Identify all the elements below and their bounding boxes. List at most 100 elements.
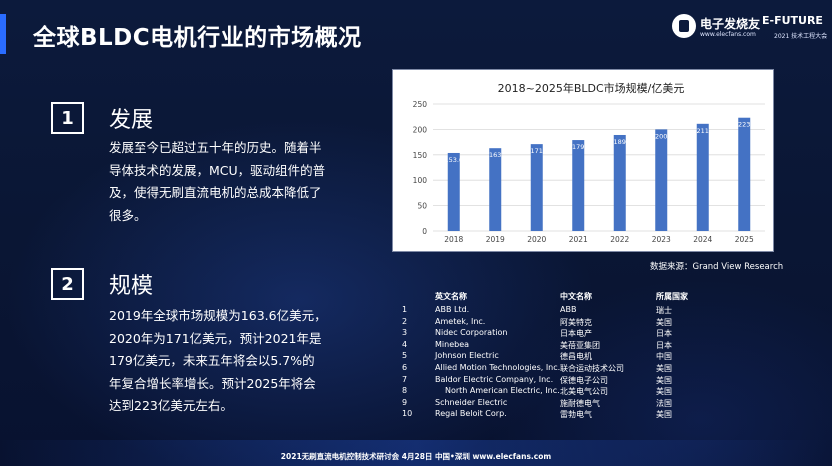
table-cell-chinese-name: 施耐德电气 [560,398,600,408]
table-cell-index: 4 [402,339,408,349]
table-cell-english-name: Minebea [435,339,470,349]
table-cell-chinese-name: 德昌电机 [560,352,592,362]
table-cell-chinese-name: 北美电气公司 [560,387,608,397]
section-2-line: 2019年全球市场规模为163.6亿美元， [109,308,327,323]
chart-y-tick-label: 200 [413,125,428,134]
section-2-number-box: 2 [51,268,84,300]
data-source-note: 数据来源：Grand View Research [650,262,784,272]
elecfans-logo-icon [672,14,696,38]
chart-bar [530,144,543,231]
table-header-country: 所属国家 [656,292,688,301]
section-1-line: 导体技术的发展，MCU，驱动组件的普 [109,162,326,178]
section-1-line: 发展至今已超过五十年的历史。随着半 [109,140,322,155]
section-2-line: 179亿美元，未来五年将会以5.7%的 [109,353,315,368]
section-2-line: 2020年为171亿美元，预计2021年是 [109,330,322,346]
table-cell-english-name: Johnson Electric [435,351,499,361]
chart-bar [655,129,668,231]
chart-bar [489,148,502,231]
table-cell-index: 1 [402,305,408,314]
chart-bar [613,134,626,231]
chart-bar [696,123,709,231]
section-1-number-box: 1 [51,102,84,134]
section-2-line: 达到223亿美元左右。 [109,398,233,413]
chart-data-label: 153.6 [444,156,463,164]
table-cell-country: 美国 [656,410,672,420]
table-cell-index: 5 [402,351,408,361]
table-cell-index: 8 [402,386,408,396]
table-cell-index: 10 [402,409,413,419]
table-cell-english-name: North American Electric, Inc. [445,386,560,396]
chart-x-tick-label: 2023 [652,235,671,244]
table-cell-chinese-name: ABB [560,305,577,314]
table-cell-index: 6 [402,363,408,372]
chart-data-label: 171 [531,147,543,155]
slide-title: 全球BLDC电机行业的市场概况 [33,25,362,51]
table-cell-english-name: Allied Motion Technologies, Inc. [435,363,561,372]
table-cell-english-name: Nidec Corporation [435,328,508,338]
section-2-heading: 规模 [109,274,154,299]
chart-y-tick-label: 250 [413,100,428,109]
table-cell-english-name: Ametek, Inc. [435,316,486,326]
table-cell-chinese-name: 美蓓亚集团 [560,340,600,350]
chart-data-label: 223 [738,121,750,129]
chart-data-label: 189 [614,138,626,146]
chart-bar [572,140,585,231]
table-cell-country: 中国 [656,352,672,362]
table-header-cn: 中文名称 [560,292,592,301]
table-cell-chinese-name: 联合运动技术公司 [560,364,624,373]
table-cell-index: 2 [402,316,408,326]
table-cell-country: 美国 [656,375,672,385]
table-cell-index: 7 [402,374,408,384]
market-size-chart: 2018~2025年BLDC市场规模/亿美元 0 50 100 150 200 250 153… [392,69,774,252]
table-header-en: 英文名称 [435,292,467,301]
table-cell-chinese-name: 日本电产 [560,329,592,339]
chart-x-tick-label: 2018 [444,235,463,244]
chart-bar [447,152,460,231]
efuture-logo-name: E-FUTURE [762,14,823,27]
chart-data-label: 163 [489,151,501,159]
chart-x-tick-label: 2024 [693,235,712,244]
table-cell-english-name: Baldor Electric Company, Inc. [435,374,554,384]
chart-bar [738,117,751,231]
efuture-logo-subtitle: 2021 技术工程大会 [774,33,828,40]
elecfans-logo-url: www.elecfans.com [700,31,756,38]
chart-x-tick-label: 2021 [569,235,588,244]
elecfans-logo: 电子发烧友 www.elecfans.com [672,12,762,42]
title-accent-bar [0,14,6,54]
chart-svg: 2018~2025年BLDC市场规模/亿美元 0 50 100 150 200 250 153… [413,81,765,244]
table-cell-country: 法国 [656,398,672,408]
table-cell-chinese-name: 阿美特克 [560,317,592,327]
efuture-logo: E-FUTURE 2021 技术工程大会 [762,12,830,42]
section-1-heading: 发展 [109,108,154,133]
chart-data-label: 211 [697,127,709,135]
table-cell-english-name: Regal Beloit Corp. [435,409,507,419]
table-cell-country: 日本 [656,329,672,339]
footer-text: 2021无刷直流电机控制技术研讨会 4月28日 中国•深圳 www.elecfa… [280,452,552,461]
chart-title: 2018~2025年BLDC市场规模/亿美元 [498,81,685,95]
chart-y-tick-label: 0 [422,227,427,236]
elecfans-logo-name: 电子发烧友 [700,17,761,31]
table-cell-country: 美国 [656,387,672,397]
table-cell-index: 3 [402,328,408,338]
table-cell-english-name: ABB Ltd. [435,305,470,314]
chart-y-tick-label: 50 [417,202,427,211]
chart-data-label: 179 [572,143,584,151]
table-cell-country: 美国 [656,364,672,373]
section-1-paragraph: 发展至今已超过五十年的历史。随着半 导体技术的发展，MCU，驱动组件的普 及，使… [109,137,325,227]
chart-data-label: 200 [655,132,667,140]
chart-y-tick-label: 150 [413,151,428,160]
footer-bar [0,440,832,466]
chart-x-tick-label: 2019 [486,235,505,244]
chart-x-tick-label: 2020 [527,235,546,244]
chart-x-tick-label: 2022 [610,235,629,244]
chart-y-tick-label: 100 [413,176,428,185]
table-cell-country: 日本 [656,340,672,350]
section-2-paragraph: 2019年全球市场规模为163.6亿美元， 2020年为171亿美元，预计202… [109,305,327,418]
table-cell-chinese-name: 雷勃电气 [560,410,592,420]
table-cell-chinese-name: 保德电子公司 [560,375,608,385]
table-cell-english-name: Schneider Electric [435,397,508,407]
section-2-line: 年复合增长率增长。预计2025年将会 [109,375,316,391]
chart-x-tick-label: 2025 [735,235,754,244]
table-cell-index: 9 [402,397,408,407]
table-cell-country: 美国 [656,317,672,327]
